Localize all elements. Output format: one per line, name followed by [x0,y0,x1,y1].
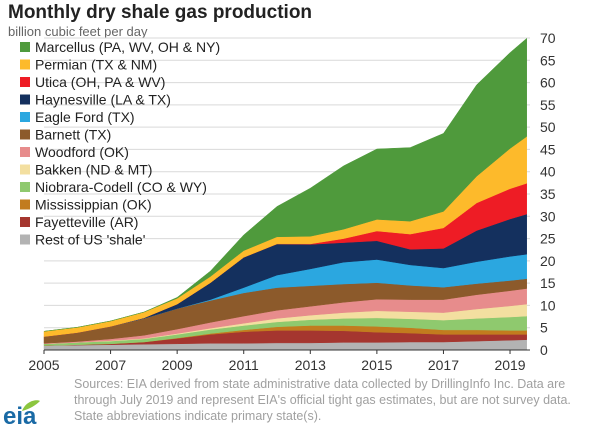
legend-label: Marcellus (PA, WV, OH & NY) [35,39,220,55]
legend-swatch [20,59,30,70]
legend-label: Rest of US 'shale' [35,232,145,248]
chart-subtitle: billion cubic feet per day [8,24,148,39]
legend-swatch [20,77,30,87]
legend-label: Haynesville (LA & TX) [35,92,171,108]
y-tick-label: 35 [540,186,556,202]
y-tick-label: 70 [540,30,556,46]
legend-swatch [20,147,30,157]
legend-label: Niobrara-Codell (CO & WY) [35,179,207,195]
chart-title: Monthly dry shale gas production [8,2,313,23]
legend-swatch [20,42,30,52]
legend-label: Utica (OH, PA & WV) [35,74,165,90]
legend-swatch [20,199,30,210]
logo-text: eia [3,403,37,427]
axes: 0 5 10 15 20 25 30 35 40 45 50 55 60 65 70 2005 2007 2009… [28,30,555,373]
legend-swatch [20,234,30,245]
x-tick-label: 2011 [229,357,259,373]
legend-label: Mississippian (OK) [35,197,152,213]
x-tick-label: 2007 [95,357,126,373]
x-tick-label: 2013 [295,357,326,373]
x-tick-label: 2009 [162,357,193,373]
x-tick-label: 2019 [494,357,525,373]
legend-swatch [20,182,30,192]
y-tick-label: 20 [540,253,556,269]
eia-logo: eia [3,400,40,427]
logo-leaf-icon [22,400,40,411]
legend-swatch [20,94,30,105]
legend-label: Permian (TX & NM) [35,57,157,73]
y-tick-label: 45 [540,141,556,157]
legend-swatch [20,129,30,140]
legend-swatch [20,112,30,122]
y-tick-label: 40 [540,164,556,180]
source-note: Sources: EIA derived from state administ… [74,377,571,423]
legend: Marcellus (PA, WV, OH & NY) Permian (TX &… [20,39,220,248]
legend-label: Barnett (TX) [35,127,111,143]
legend-swatch [20,164,30,175]
y-tick-label: 15 [540,275,556,291]
y-tick-label: 65 [540,52,556,68]
legend-label: Eagle Ford (TX) [35,109,135,125]
legend-swatch [20,217,30,227]
y-tick-label: 55 [540,97,556,113]
legend-label: Bakken (ND & MT) [35,162,152,178]
legend-label: Fayetteville (AR) [35,214,138,230]
y-tick-label: 60 [540,75,556,91]
y-tick-label: 10 [540,297,556,313]
x-tick-label: 2017 [428,357,459,373]
legend-label: Woodford (OK) [35,144,129,160]
area-series-group [43,37,527,351]
y-tick-label: 50 [540,119,556,135]
x-tick-label: 2005 [28,357,59,373]
x-tick-label: 2015 [361,357,392,373]
y-tick-label: 5 [540,320,548,336]
y-tick-label: 30 [540,208,556,224]
y-tick-label: 0 [540,342,548,358]
y-tick-label: 25 [540,231,556,247]
area-marcellus-pa-wv-oh-ny [43,37,527,332]
